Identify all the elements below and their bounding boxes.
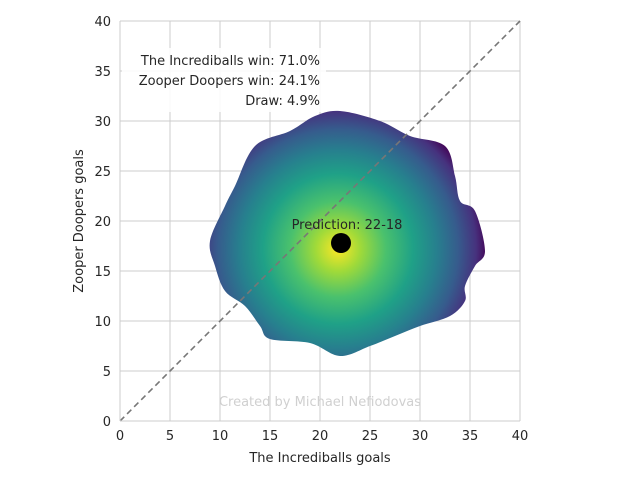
tick-labels: 0 5 10 15 20 25 30 35 40 0 5 10 15 20 25 30 35 40 (94, 15, 528, 444)
home-win-label: The Incrediballs win: 71.0% (140, 54, 320, 69)
x-tick-label-15: 15 (262, 429, 279, 444)
y-tick-label-35: 35 (94, 65, 111, 80)
y-axis-label: Zooper Doopers goals (72, 149, 87, 293)
y-tick-label-40: 40 (94, 15, 111, 30)
y-tick-label-20: 20 (94, 215, 111, 230)
y-tick-label-30: 30 (94, 115, 111, 130)
y-tick-label-5: 5 (103, 365, 111, 380)
x-tick-label-40: 40 (512, 429, 529, 444)
density-region (209, 110, 485, 357)
x-axis-label: The Incrediballs goals (248, 451, 391, 466)
x-tick-label-0: 0 (116, 429, 124, 444)
y-tick-label-15: 15 (94, 265, 111, 280)
y-tick-label-10: 10 (94, 315, 111, 330)
density-blob (209, 110, 485, 357)
watermark: Created by Michael Nefiodovas (219, 395, 421, 410)
draw-label: Draw: 4.9% (245, 94, 320, 109)
x-tick-label-10: 10 (212, 429, 229, 444)
axes (119, 21, 520, 422)
prediction-point-layer (331, 233, 351, 253)
prediction-point (331, 233, 351, 253)
y-tick-label-0: 0 (103, 415, 111, 430)
x-tick-label-30: 30 (412, 429, 429, 444)
probabilities-box (122, 48, 326, 112)
diagonal-dashed-line (119, 20, 521, 422)
diagonal-line (119, 20, 521, 422)
x-tick-label-5: 5 (166, 429, 174, 444)
y-tick-label-25: 25 (94, 165, 111, 180)
prediction-label: Prediction: 22-18 (292, 218, 403, 233)
x-tick-label-20: 20 (312, 429, 329, 444)
away-win-label: Zooper Doopers win: 24.1% (139, 74, 320, 89)
x-tick-label-25: 25 (362, 429, 379, 444)
x-tick-label-35: 35 (462, 429, 479, 444)
